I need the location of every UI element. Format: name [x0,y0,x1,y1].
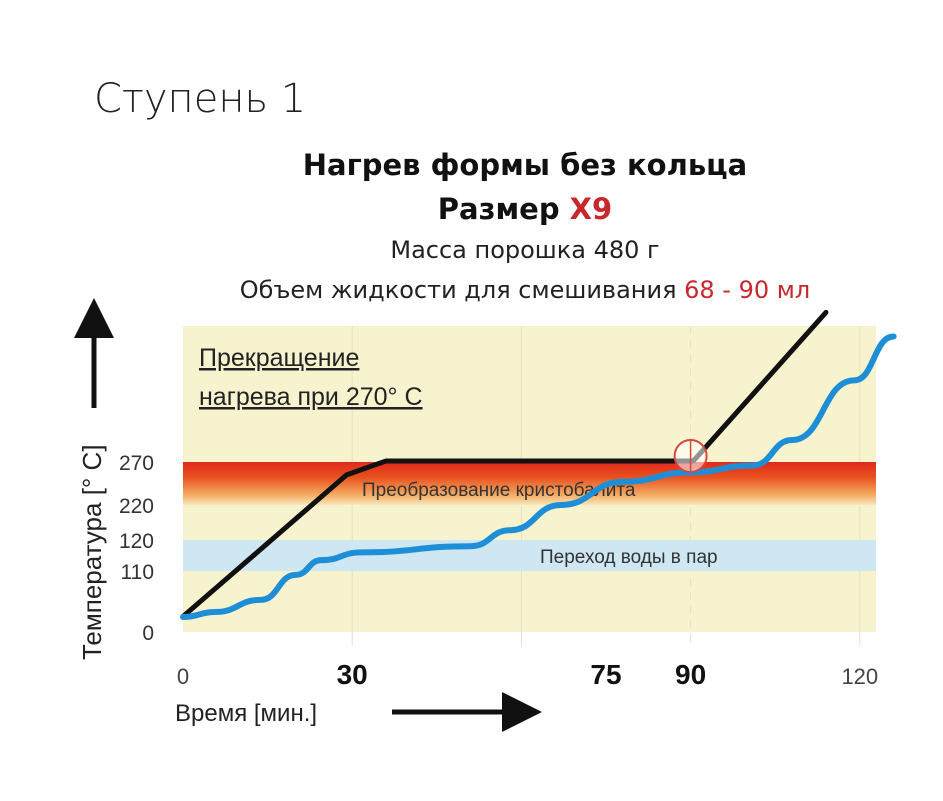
x-axis-label: Время [мин.] [175,700,317,727]
x-tick-label: 30 [337,659,368,690]
y-tick-label: 120 [119,530,154,553]
annotation-line1: Прекращение [199,344,359,372]
liquid-value: 68 - 90 мл [684,276,811,304]
y-tick-label: 0 [142,622,154,645]
annotation-line2: нагрева при 270° С [199,383,423,411]
x-tick-label: 75 [590,659,621,690]
y-tick-label: 220 [119,495,154,518]
size-line: Размер X9 [0,192,943,226]
band-label-water: Переход воды в пар [540,547,718,568]
band-cristobalite [183,462,876,505]
band-water [183,540,876,571]
x-tick-label: 90 [675,659,706,690]
size-value: X9 [569,192,613,226]
y-tick-label: 110 [121,561,154,584]
series-mold [180,333,897,621]
liquid-label: Объем жидкости для смешивания [239,276,685,304]
powder-mass: Масса порошка 480 г [390,236,660,264]
y-axis-label: Температура [° С] [77,444,107,660]
series-furnace [180,309,829,619]
chart-title: Нагрев формы без кольца [302,148,748,182]
size-label: Размер [437,192,570,226]
liquid-volume: Объем жидкости для смешивания 68 - 90 мл [0,276,943,304]
x-tick-label: 120 [841,664,878,689]
step-label: Ступень 1 [94,76,307,122]
band-label-cristobalite: Преобразование кристобалита [362,480,636,501]
y-tick-label: 270 [119,452,154,475]
x-tick-label: 0 [177,664,189,689]
